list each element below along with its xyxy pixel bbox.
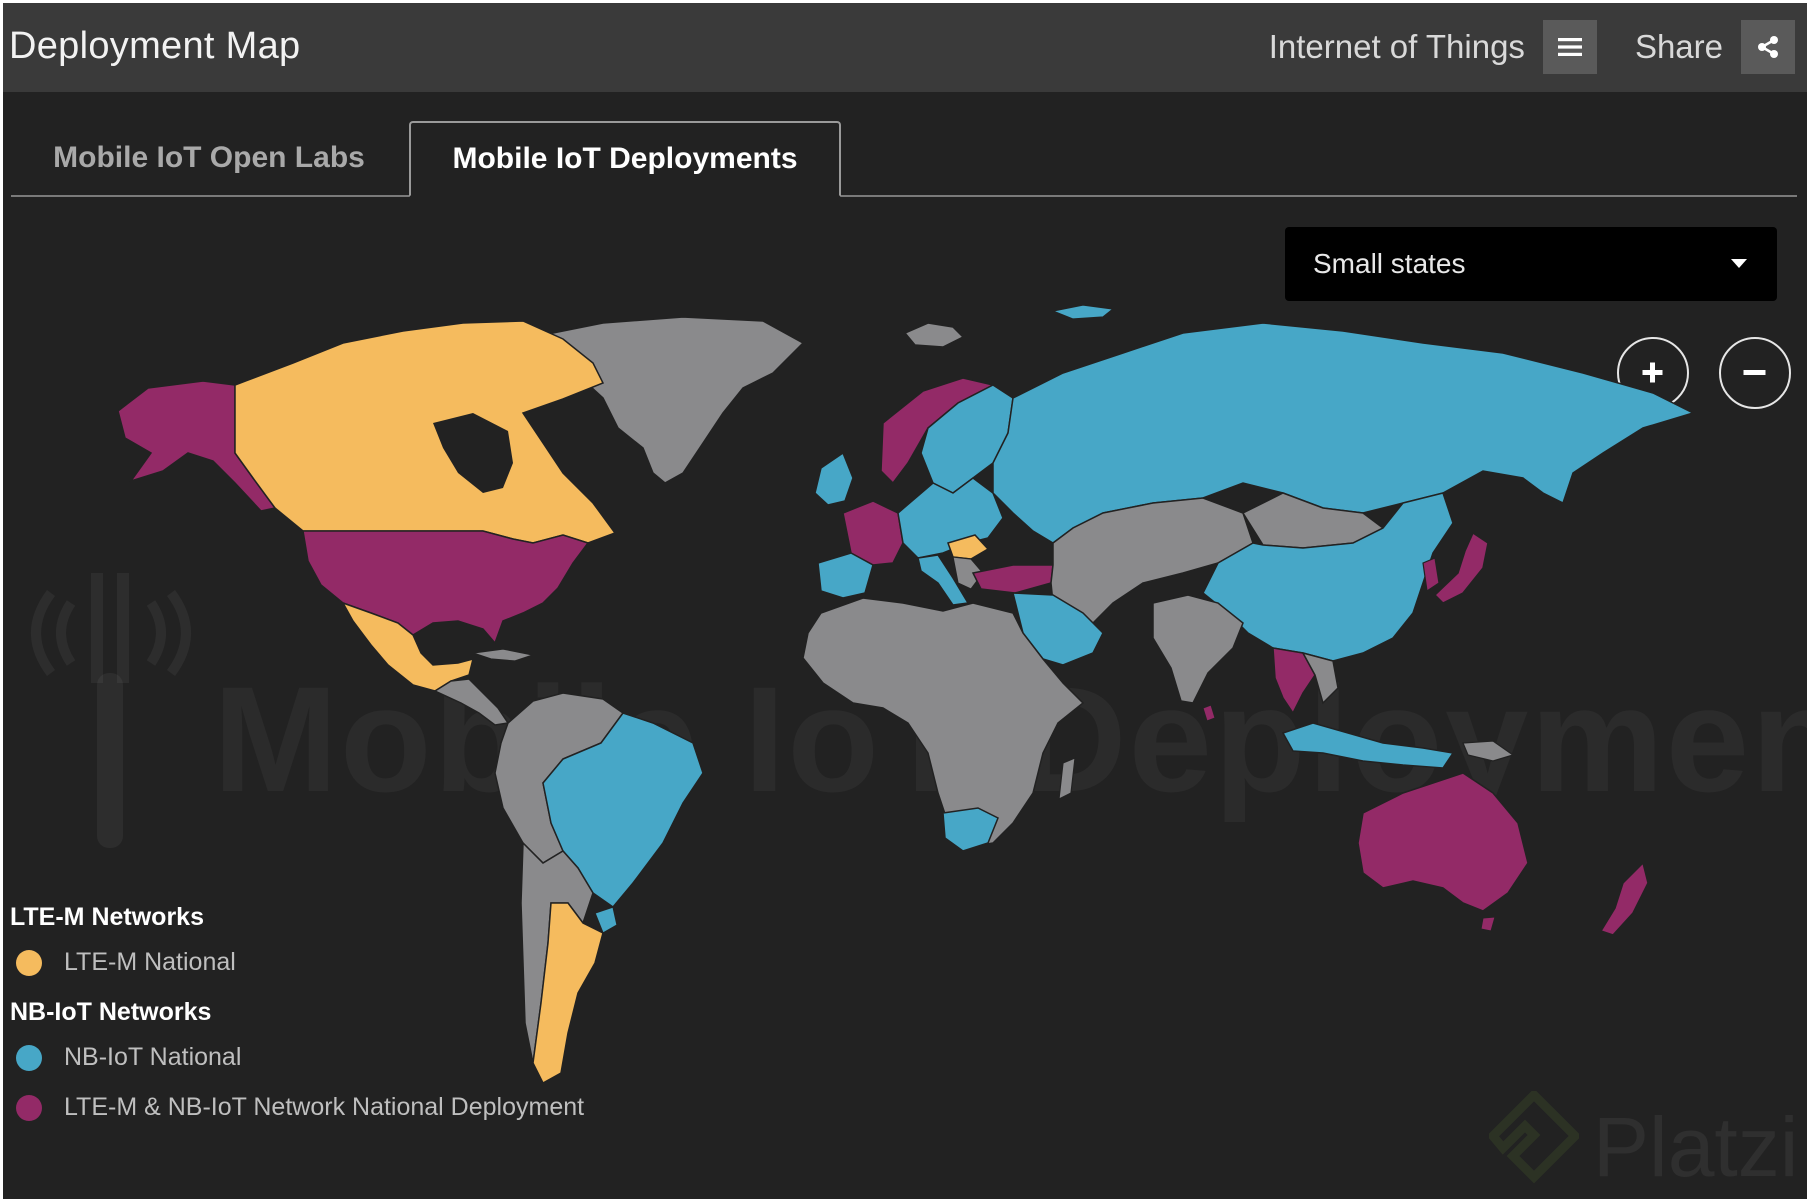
legend-swatch-nb bbox=[16, 1044, 42, 1071]
country-romania[interactable] bbox=[947, 534, 990, 560]
region-select[interactable]: Small states bbox=[1285, 227, 1777, 301]
legend-heading-lte: LTE-M Networks bbox=[10, 903, 204, 931]
country-brazil[interactable] bbox=[542, 712, 704, 909]
share-button[interactable] bbox=[1741, 20, 1795, 74]
region-select-value: Small states bbox=[1313, 248, 1466, 279]
plus-icon bbox=[1642, 362, 1663, 383]
legend-label: NB-IoT National bbox=[64, 1043, 242, 1071]
country-canada[interactable] bbox=[234, 320, 617, 544]
header-bar: Deployment Map Internet of Things Share bbox=[3, 3, 1807, 92]
country-india[interactable] bbox=[1152, 594, 1244, 704]
region-indochina[interactable] bbox=[1301, 651, 1339, 705]
share-label[interactable]: Share bbox=[1634, 28, 1723, 65]
country-mexico[interactable] bbox=[341, 601, 475, 692]
country-madagascar[interactable] bbox=[1058, 757, 1076, 801]
legend-swatch-lte bbox=[16, 949, 42, 976]
country-uruguay[interactable] bbox=[594, 906, 618, 934]
country-korea[interactable] bbox=[1422, 557, 1440, 593]
country-new-zealand[interactable] bbox=[1599, 861, 1649, 936]
category-label: Internet of Things bbox=[1268, 28, 1525, 65]
caret-down-icon bbox=[1731, 259, 1747, 268]
legend-swatch-both bbox=[16, 1094, 42, 1121]
legend-item-nb-national: NB-IoT National bbox=[10, 1043, 241, 1072]
legend-item-lte-national: LTE-M National bbox=[10, 948, 236, 977]
region-africa[interactable] bbox=[802, 597, 1085, 849]
country-south-africa[interactable] bbox=[942, 807, 999, 852]
platzi-watermark: Platzi bbox=[1593, 1100, 1799, 1194]
minus-icon bbox=[1743, 370, 1766, 375]
header-actions: Internet of Things Share bbox=[1268, 20, 1795, 74]
menu-button[interactable] bbox=[1542, 20, 1597, 74]
country-usa[interactable] bbox=[302, 530, 590, 645]
country-australia[interactable] bbox=[1357, 772, 1529, 912]
platzi-logo-icon bbox=[1489, 1091, 1579, 1184]
country-sri-lanka[interactable] bbox=[1202, 704, 1216, 722]
tab-bar: Mobile IoT Open Labs Mobile IoT Deployme… bbox=[11, 121, 1797, 197]
page-title: Deployment Map bbox=[9, 25, 301, 67]
map-widget: Deployment Map Internet of Things Share bbox=[3, 3, 1807, 1199]
legend-label: LTE-M National bbox=[64, 948, 236, 976]
region-tasmania[interactable] bbox=[1480, 916, 1496, 932]
world-map[interactable] bbox=[3, 303, 1807, 1113]
share-icon bbox=[1758, 36, 1778, 58]
country-argentina[interactable] bbox=[532, 902, 604, 1085]
tab-deployments[interactable]: Mobile IoT Deployments bbox=[409, 121, 841, 197]
signal-tower-icon bbox=[31, 573, 191, 848]
region-indonesia[interactable] bbox=[1281, 722, 1455, 769]
country-turkey[interactable] bbox=[971, 564, 1054, 594]
tab-open-labs[interactable]: Mobile IoT Open Labs bbox=[53, 141, 365, 174]
country-portugal-spain[interactable] bbox=[817, 552, 874, 599]
legend-heading-nb: NB-IoT Networks bbox=[10, 998, 212, 1026]
country-italy[interactable] bbox=[917, 554, 970, 606]
country-uk-ireland[interactable] bbox=[814, 451, 854, 506]
country-iceland[interactable] bbox=[903, 322, 965, 348]
region-caribbean[interactable] bbox=[472, 648, 536, 662]
hudson-bay bbox=[433, 413, 513, 493]
legend-item-both: LTE-M & NB-IoT Network National Deployme… bbox=[10, 1093, 584, 1122]
country-papua-new-guinea[interactable] bbox=[1462, 740, 1515, 762]
legend-label: LTE-M & NB-IoT Network National Deployme… bbox=[64, 1093, 585, 1121]
country-greenland[interactable] bbox=[542, 316, 805, 484]
region-central-america[interactable] bbox=[433, 678, 510, 726]
country-japan[interactable] bbox=[1433, 531, 1489, 604]
country-china[interactable] bbox=[1202, 492, 1454, 662]
arctic-islands[interactable] bbox=[1050, 304, 1115, 320]
zoom-out-button[interactable] bbox=[1719, 337, 1791, 409]
hamburger-menu-icon bbox=[1557, 38, 1582, 56]
